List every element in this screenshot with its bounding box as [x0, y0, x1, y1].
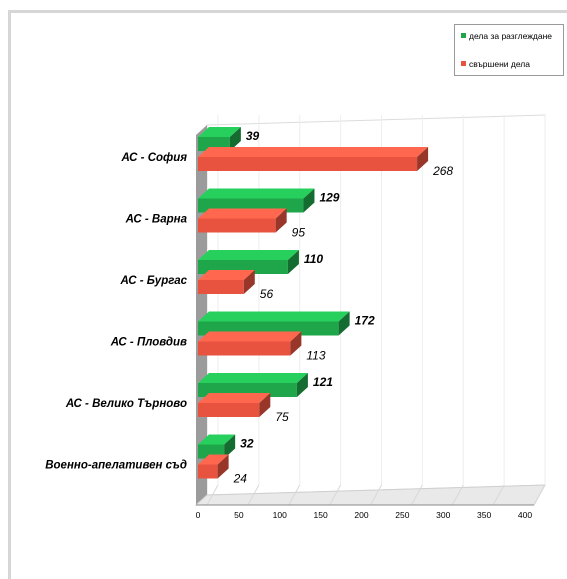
x-tick-label: 50	[234, 510, 244, 520]
category-labels: АС - София АС - Варна АС - Бургас АС - Плов…	[45, 152, 187, 472]
category-label: АС - Бургас	[120, 275, 188, 287]
data-label-series-1: 121	[313, 375, 333, 389]
floor-gridline	[410, 484, 423, 506]
x-tick-label: 0	[196, 510, 201, 520]
x-tick-label: 400	[518, 510, 532, 520]
data-label-series-1: 129	[319, 191, 339, 205]
floor-gridline	[247, 484, 260, 506]
data-label-series-2: 56	[260, 287, 274, 301]
category-label: АС - София	[120, 152, 187, 164]
data-label-series-1: 39	[246, 129, 260, 143]
category-label: АС - Велико Търново	[65, 398, 187, 410]
x-tick-labels: 0 50 100 150 200 250 300 350 400	[196, 504, 534, 520]
bar-series-2	[198, 147, 429, 171]
floor-gridline	[288, 484, 301, 506]
legend-item-series-1: дела за разглеждане	[461, 31, 565, 41]
data-label-series-1: 110	[304, 252, 323, 266]
bar-series-2	[198, 208, 287, 233]
data-label-series-2: 95	[292, 226, 306, 240]
legend-swatch-series-2	[461, 61, 466, 66]
floor-gridline	[492, 484, 505, 506]
floor-gridline	[451, 484, 464, 506]
floor-gridline	[206, 484, 219, 506]
bar-series-2	[198, 331, 302, 356]
x-tick-label: 250	[395, 510, 409, 520]
bar-series-2	[198, 454, 229, 479]
legend-label-series-2: свършени дела	[469, 59, 530, 69]
data-label-series-2: 24	[233, 472, 248, 486]
data-label-series-1: 32	[240, 437, 254, 451]
data-label-series-1: 172	[355, 314, 375, 328]
chart-frame	[8, 10, 567, 579]
legend: дела за разглеждане свършени дела	[454, 24, 564, 76]
x-tick-label: 100	[273, 510, 287, 520]
bars: 39 268 129 95 110 56 172 113 121 75 32 24	[198, 127, 453, 486]
floor-gridline	[533, 484, 546, 506]
x-tick-label: 350	[477, 510, 491, 520]
data-label-series-2: 75	[275, 410, 289, 424]
floor-gridline	[370, 484, 382, 506]
x-tick-label: 300	[436, 510, 450, 520]
gridlines	[206, 115, 546, 506]
x-tick-label: 150	[314, 510, 328, 520]
bar-series-1	[198, 434, 236, 459]
legend-item-series-2: свършени дела	[461, 59, 565, 69]
category-label: АС - Пловдив	[110, 337, 187, 349]
category-label: АС - Варна	[125, 214, 188, 226]
category-label: Военно-апелативен съд	[45, 460, 187, 472]
legend-swatch-series-1	[461, 33, 466, 38]
data-label-series-2: 113	[306, 349, 325, 363]
back-wall	[206, 114, 546, 496]
bar-series-2	[198, 270, 255, 294]
x-tick-label: 200	[354, 510, 368, 520]
bar-series-2	[198, 393, 271, 417]
data-label-series-2: 268	[432, 164, 453, 178]
legend-label-series-1: дела за разглеждане	[469, 31, 552, 41]
floor-gridline	[329, 484, 342, 506]
